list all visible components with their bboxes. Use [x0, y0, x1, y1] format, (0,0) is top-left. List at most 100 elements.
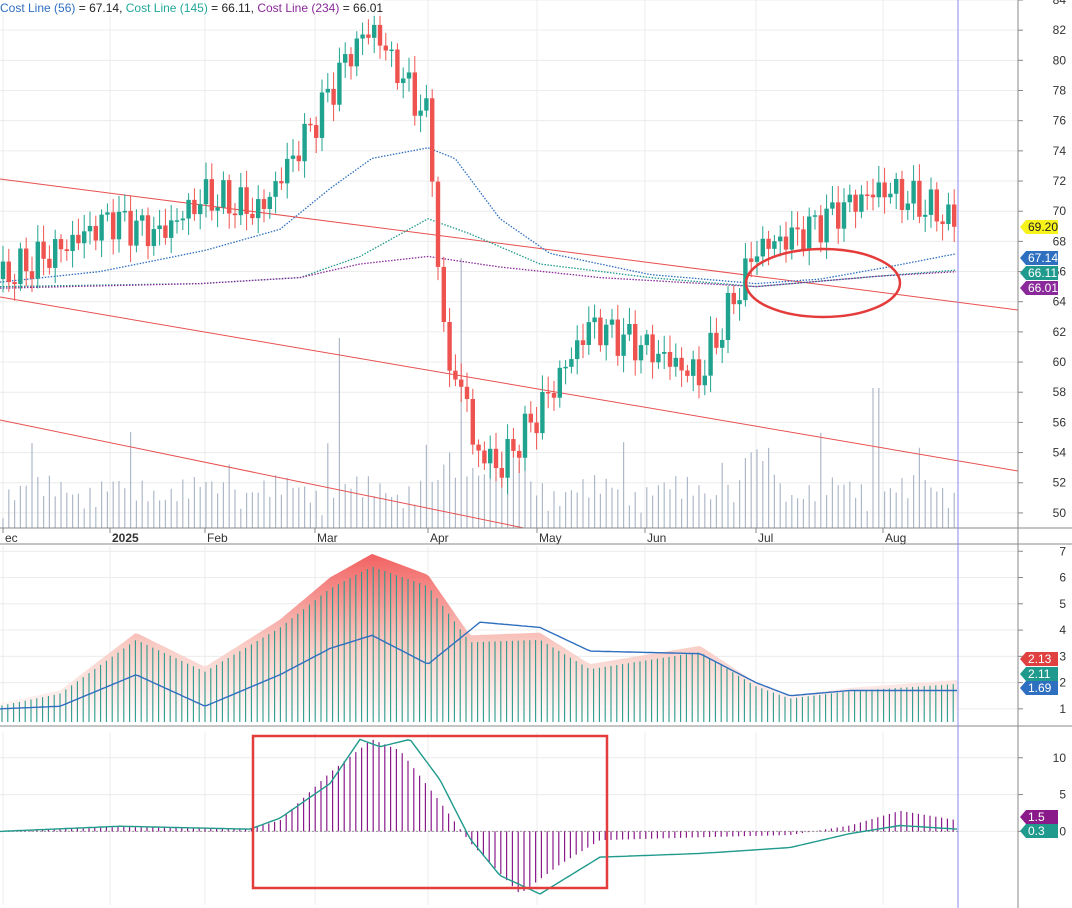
- candle-body: [198, 204, 203, 215]
- y-tick-label: 3: [1059, 649, 1066, 663]
- candle-body: [418, 110, 423, 116]
- x-tick-label: ec: [5, 531, 18, 545]
- candle-body: [209, 179, 214, 211]
- candle-body: [917, 180, 922, 217]
- candle-body: [714, 332, 719, 348]
- candle-body: [476, 444, 481, 451]
- candle-body: [238, 187, 243, 216]
- cost-line-56-badge: [1020, 251, 1058, 265]
- x-tick-label: May: [539, 531, 562, 545]
- candle-body: [656, 353, 661, 363]
- candle-body: [122, 210, 127, 213]
- candle-body: [215, 207, 220, 211]
- annotations: [251, 247, 902, 890]
- candle-body: [691, 359, 696, 376]
- candle-body: [395, 49, 400, 84]
- candle-body: [795, 227, 800, 230]
- candle-body: [923, 214, 928, 217]
- cost-line-145-badge: [1020, 266, 1058, 280]
- last-price-badge-label: 69.20: [1028, 220, 1058, 234]
- y-tick-label: 5: [1059, 597, 1066, 611]
- x-tick-label: Aug: [885, 531, 906, 545]
- candle-body: [673, 357, 678, 367]
- oscillator-badge: [1020, 810, 1058, 824]
- cost-line-145-badge-label: 66.11: [1028, 266, 1057, 280]
- candle-body: [754, 256, 760, 262]
- x-tick-label: Feb: [207, 531, 228, 545]
- candle-body: [807, 216, 812, 250]
- candle-body: [70, 234, 75, 252]
- candle-body: [563, 366, 568, 369]
- candle-body: [337, 62, 342, 105]
- candle-body: [186, 199, 191, 219]
- candle-body: [227, 180, 232, 214]
- candle-body: [517, 450, 522, 458]
- candle-body: [174, 220, 180, 222]
- trend-line: [0, 419, 525, 529]
- candle-body: [343, 54, 348, 63]
- candle-body: [192, 199, 197, 215]
- candle-body: [522, 413, 528, 458]
- candle-body: [372, 24, 377, 38]
- y-tick-label: 70: [1053, 204, 1067, 218]
- candle-body: [360, 34, 365, 39]
- candle-body: [882, 182, 887, 198]
- candle-body: [528, 413, 533, 423]
- candle-body: [18, 248, 23, 285]
- candle-body: [58, 239, 64, 250]
- candle-body: [406, 72, 412, 79]
- candle-body: [302, 123, 307, 162]
- legend-comma-1: ,: [119, 1, 126, 15]
- x-tick-label: 2025: [112, 531, 139, 545]
- candle-body: [534, 422, 539, 434]
- y-tick-label: 76: [1053, 114, 1067, 128]
- candle-body: [348, 54, 354, 67]
- indicator-badge: [1020, 667, 1058, 681]
- candle-body: [482, 450, 487, 464]
- candle-body: [708, 332, 713, 376]
- candle-body: [157, 225, 162, 230]
- candle-body: [952, 204, 957, 227]
- y-tick-label: 64: [1053, 295, 1067, 309]
- candle-body: [551, 392, 557, 398]
- legend-label-3: Cost Line (234): [257, 1, 340, 15]
- candle-body: [279, 181, 284, 184]
- cost-line-56-badge-label: 67.14: [1028, 251, 1058, 265]
- candle-body: [575, 340, 580, 360]
- candle-body: [638, 345, 644, 361]
- y-tick-label: 68: [1053, 234, 1067, 248]
- candle-body: [111, 212, 116, 240]
- candle-body: [696, 359, 702, 386]
- candle-body: [841, 202, 847, 229]
- candlesticks: [0, 8, 957, 495]
- indicator-panel-2: [0, 553, 958, 722]
- candle-body: [812, 215, 818, 217]
- y-tick-label: 7: [1059, 544, 1066, 558]
- y-tick-label: 5: [1059, 788, 1066, 802]
- candle-body: [140, 215, 145, 221]
- candle-body: [93, 225, 98, 241]
- candle-body: [412, 72, 417, 116]
- candle-body: [621, 334, 626, 356]
- candle-body: [87, 225, 93, 232]
- legend-sep-2: =: [207, 1, 222, 15]
- candle-body: [778, 236, 783, 242]
- volume-bars: [2, 258, 955, 528]
- y-tick-label: 72: [1053, 174, 1067, 188]
- candle-body: [424, 98, 429, 111]
- candle-body: [592, 317, 597, 323]
- trend-line: [0, 178, 1019, 311]
- indicator-badge-label: 2.13: [1028, 652, 1052, 666]
- candle-body: [586, 322, 591, 345]
- indicator-badge: [1020, 681, 1058, 695]
- candle-body: [679, 357, 684, 371]
- candle-body: [505, 439, 510, 478]
- candle-body: [905, 203, 910, 210]
- candle-body: [615, 319, 620, 356]
- candle-body: [435, 181, 441, 267]
- candle-body: [82, 231, 87, 244]
- y-tick-label: 56: [1053, 415, 1067, 429]
- candle-body: [934, 189, 939, 222]
- legend-sep-3: =: [339, 1, 354, 15]
- candle-body: [331, 88, 336, 105]
